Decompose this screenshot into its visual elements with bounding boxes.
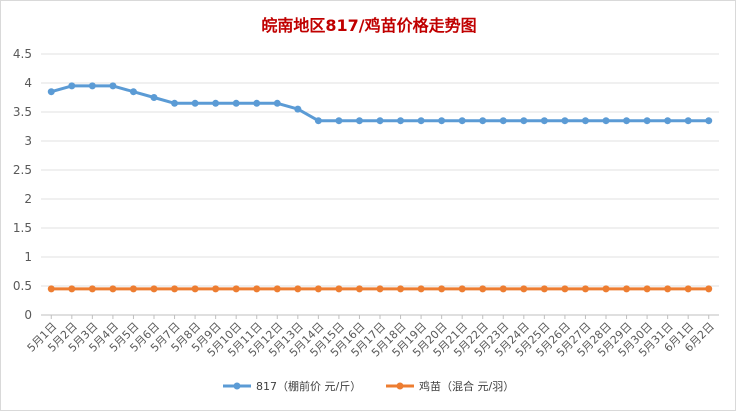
data-point (417, 117, 425, 125)
data-point (88, 285, 96, 293)
data-point (335, 117, 343, 125)
data-point (479, 285, 487, 293)
series-layer (47, 82, 713, 293)
x-axis: 5月1日5月2日5月3日5月4日5月5日5月6日5月7日5月8日5月9日5月10… (25, 315, 717, 360)
data-point (664, 117, 672, 125)
legend-item: 鸡苗（混合 元/羽） (386, 379, 514, 393)
data-point (458, 117, 466, 125)
data-point (109, 285, 117, 293)
data-point (602, 285, 610, 293)
data-point (191, 99, 199, 107)
data-point (623, 117, 631, 125)
data-point (458, 285, 466, 293)
data-point (417, 285, 425, 293)
data-point (499, 117, 507, 125)
data-point (540, 117, 548, 125)
data-point (643, 285, 651, 293)
y-tick-label: 1.5 (13, 221, 32, 235)
data-point (684, 117, 692, 125)
data-point (129, 285, 137, 293)
y-tick-label: 4.5 (13, 47, 32, 61)
data-point (150, 94, 158, 101)
data-point (581, 285, 589, 293)
data-point (705, 285, 713, 293)
legend-label: 鸡苗（混合 元/羽） (419, 379, 514, 393)
series-line (50, 84, 709, 123)
data-point (376, 285, 384, 293)
data-point (520, 285, 528, 293)
data-point (273, 285, 281, 293)
data-point (705, 117, 713, 125)
legend: 817（棚前价 元/斤） 鸡苗（混合 元/羽） (223, 379, 514, 393)
data-point (397, 117, 405, 125)
data-point (314, 117, 322, 125)
data-point (561, 117, 569, 125)
data-point (540, 285, 548, 293)
data-point (643, 117, 651, 125)
data-point (212, 99, 220, 107)
data-point (171, 99, 179, 107)
data-point (88, 82, 96, 90)
data-point (438, 285, 446, 293)
data-point (294, 285, 302, 293)
data-point (438, 117, 446, 125)
data-point (581, 117, 589, 125)
y-tick-label: 2.5 (13, 163, 32, 177)
y-tick-label: 0 (24, 308, 32, 322)
data-point (129, 88, 137, 96)
legend-swatch-marker (233, 382, 241, 390)
y-tick-label: 3.5 (13, 105, 32, 119)
y-tick-label: 2 (24, 192, 32, 206)
series-2 (47, 285, 713, 293)
data-point (68, 285, 76, 293)
y-tick-label: 1 (24, 250, 32, 264)
data-point (171, 285, 179, 293)
data-point (397, 285, 405, 293)
data-point (47, 285, 55, 293)
data-point (355, 285, 363, 293)
legend-label: 817（棚前价 元/斤） (256, 379, 361, 393)
data-point (376, 117, 384, 125)
data-point (314, 285, 322, 293)
data-point (232, 285, 240, 293)
data-point (150, 285, 158, 293)
y-tick-label: 0.5 (13, 279, 32, 293)
y-axis: 0 0.5 1 1.5 2 2.5 3 3.5 4 4.5 (13, 47, 32, 322)
data-point (623, 285, 631, 293)
series-1 (47, 82, 713, 125)
data-point (355, 117, 363, 125)
data-point (499, 285, 507, 293)
data-point (602, 117, 610, 125)
data-point (232, 99, 240, 107)
data-point (684, 285, 692, 293)
data-point (520, 117, 528, 125)
y-tick-label: 4 (24, 76, 32, 90)
data-point (109, 82, 117, 90)
data-point (253, 99, 261, 107)
data-point (479, 117, 487, 125)
data-point (561, 285, 569, 293)
legend-item: 817（棚前价 元/斤） (223, 379, 361, 393)
data-point (335, 285, 343, 293)
y-tick-label: 3 (24, 134, 32, 148)
data-point (68, 82, 76, 90)
data-point (253, 285, 261, 293)
chart-title: 皖南地区817/鸡苗价格走势图 (261, 16, 476, 35)
legend-swatch-marker (396, 382, 404, 390)
data-point (47, 88, 55, 96)
data-point (273, 99, 281, 107)
data-point (212, 285, 220, 293)
data-point (191, 285, 199, 293)
data-point (294, 105, 302, 113)
data-point (664, 285, 672, 293)
